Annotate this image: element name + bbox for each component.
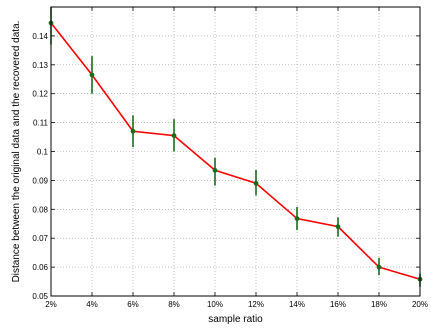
y-tick-label: 0.1 [37,148,49,157]
y-tick-label: 0.09 [32,176,48,185]
x-tick-label: 10% [207,300,223,309]
x-tick-label: 8% [168,300,180,309]
data-point [171,133,177,139]
x-tick-label: 18% [371,300,387,309]
data-point [130,128,136,134]
y-tick-label: 0.07 [32,234,48,243]
data-point [335,224,341,230]
x-tick-label: 6% [127,300,139,309]
y-tick-label: 0.13 [32,61,48,70]
data-point [89,72,95,78]
x-tick-label: 20% [412,300,428,309]
x-tick-label: 14% [289,300,305,309]
y-tick-label: 0.12 [32,90,48,99]
series-line [50,22,421,281]
y-tick-label: 0.05 [32,292,48,301]
data-point [212,167,218,173]
x-tick-label: 2% [45,300,57,309]
x-tick-label: 12% [248,300,264,309]
y-tick-label: 0.06 [32,263,48,272]
x-tick-label: 4% [86,300,98,309]
y-tick-label: 0.11 [33,119,49,128]
data-point [253,180,259,186]
y-tick-label: 0.14 [32,32,48,41]
y-tick-label: 0.08 [32,205,48,214]
x-axis-ticks: 2% 4% 6% 8% 10% 12% 14% 16% 18% 20% [45,7,428,309]
y-axis-label: Distance between the original data and t… [11,21,22,283]
y-axis-ticks: 0.05 0.06 0.07 0.08 0.09 0.1 0.11 0.12 0.13 0.14 [32,32,420,301]
x-tick-label: 16% [330,300,346,309]
data-point [376,264,382,270]
x-axis-label: sample ratio [208,314,263,325]
data-point [294,216,300,221]
series-group [48,7,423,287]
